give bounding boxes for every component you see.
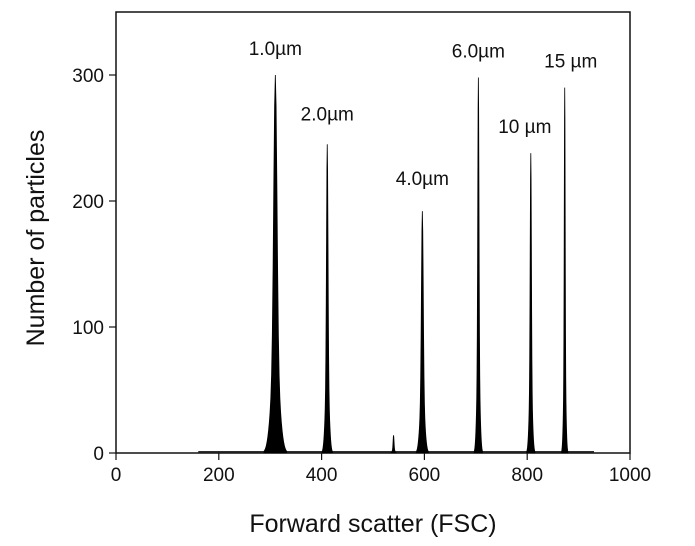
y-tick-label-2: 200	[72, 192, 104, 213]
peak-2	[415, 211, 429, 454]
x-tick-label-2: 400	[306, 465, 338, 486]
x-tick-label-3: 600	[409, 465, 441, 486]
x-axis-title: Forward scatter (FSC)	[249, 510, 496, 538]
peak-3	[473, 77, 483, 454]
peak-0	[263, 74, 288, 454]
peak-label-5: 15 µm	[544, 52, 597, 73]
x-tick-label-1: 200	[203, 465, 235, 486]
histogram-series	[198, 74, 595, 454]
peak-4	[526, 153, 536, 454]
x-tick-label-4: 800	[511, 465, 543, 486]
y-tick-label-3: 300	[72, 66, 104, 87]
y-axis-title: Number of particles	[22, 130, 50, 347]
peak-label-2: 4.0µm	[396, 169, 449, 190]
peak-1	[321, 144, 333, 454]
plot-frame	[115, 11, 631, 454]
peak-label-4: 10 µm	[498, 117, 551, 138]
x-tick-label-5: 1000	[609, 465, 651, 486]
peak-5	[561, 87, 569, 454]
peak-label-1: 2.0µm	[301, 104, 354, 125]
peak-labels: 1.0µm 2.0µm 4.0µm 6.0µm 10 µm 15 µm	[249, 39, 598, 190]
peak-label-0: 1.0µm	[249, 39, 302, 60]
minor-peak-0	[390, 435, 398, 454]
x-tick-label-0: 0	[111, 465, 122, 486]
y-axis-ticks: 0 100 200 300	[72, 66, 116, 465]
peak-label-3: 6.0µm	[452, 42, 505, 63]
y-tick-label-1: 100	[72, 318, 104, 339]
y-tick-label-0: 0	[93, 444, 104, 465]
x-axis-ticks: 0 200 400 600 800 1000	[111, 453, 651, 486]
